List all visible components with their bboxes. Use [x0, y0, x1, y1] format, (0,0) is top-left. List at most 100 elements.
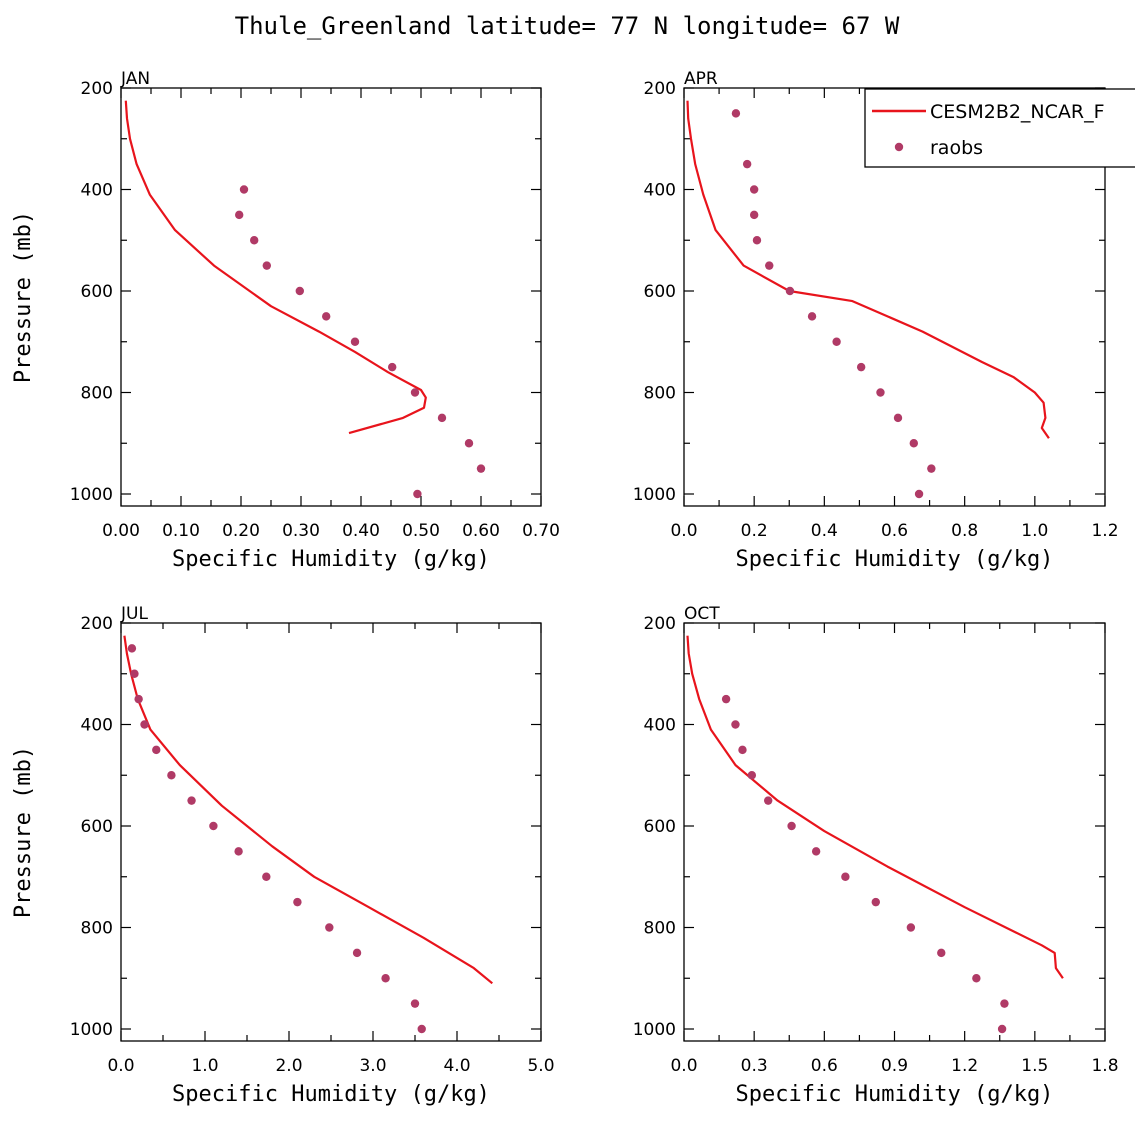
series-line-model	[124, 100, 427, 435]
plot-frame	[683, 622, 1106, 1042]
legend-obs-swatch	[894, 142, 904, 152]
panel-title: APR	[684, 69, 718, 89]
x-tick-label: 0.2	[741, 521, 768, 541]
y-axis-label: Pressure (mb)	[11, 211, 36, 383]
raobs-point	[130, 669, 139, 678]
raobs-point	[235, 210, 244, 220]
x-tick-label: 0.4	[811, 521, 838, 541]
y-tick-label: 600	[644, 282, 676, 302]
x-tick-label: 0.40	[342, 521, 380, 541]
raobs-point	[742, 159, 752, 169]
raobs-point	[785, 286, 795, 296]
raobs-point	[721, 694, 731, 704]
x-tick-label: 1.2	[1091, 521, 1118, 541]
plot-frame	[120, 622, 542, 1042]
x-axis-label: Specific Humidity (g/kg)	[172, 547, 490, 572]
x-tick-label: 0.10	[162, 521, 200, 541]
raobs-point	[832, 337, 841, 346]
raobs-point	[134, 694, 143, 704]
y-tick-label: 800	[81, 919, 113, 939]
raobs-point	[413, 489, 422, 499]
raobs-point	[187, 796, 196, 805]
raobs-point	[927, 464, 936, 473]
x-tick-label: 0.50	[402, 521, 440, 541]
raobs-point	[250, 236, 259, 245]
raobs-point	[167, 771, 176, 780]
raobs-point	[1000, 999, 1009, 1008]
x-tick-label: 0.30	[282, 521, 320, 541]
y-tick-label: 400	[644, 181, 676, 201]
x-tick-label: 0.00	[102, 521, 140, 541]
x-tick-label: 0.6	[881, 521, 908, 541]
raobs-point	[325, 923, 334, 932]
raobs-point	[752, 236, 762, 245]
raobs-point	[841, 872, 850, 881]
panel-title: OCT	[684, 604, 720, 624]
x-tick-label: 0.20	[222, 521, 260, 541]
raobs-point	[893, 413, 903, 423]
raobs-point	[239, 185, 249, 194]
raobs-point	[906, 923, 916, 932]
x-tick-label: 5.0	[527, 1056, 554, 1076]
raobs-point	[410, 999, 420, 1008]
y-tick-label: 400	[81, 181, 113, 201]
raobs-point	[127, 644, 137, 653]
raobs-point	[295, 286, 304, 296]
raobs-point	[388, 362, 397, 372]
x-tick-label: 1.2	[951, 1056, 978, 1076]
raobs-point	[787, 821, 796, 831]
raobs-point	[234, 847, 243, 856]
y-tick-label: 200	[81, 79, 113, 99]
y-tick-label: 1000	[633, 1020, 676, 1040]
y-tick-label: 400	[644, 716, 676, 736]
raobs-point	[262, 872, 271, 881]
raobs-point	[437, 413, 447, 423]
raobs-point	[914, 489, 924, 499]
raobs-point	[997, 1024, 1007, 1034]
raobs-point	[140, 720, 149, 729]
panel-oct: 0.0 0.3 0.6 0.9 1.2 1.5 1.8 200 400 600 800 1000 OCT…	[633, 604, 1119, 1107]
x-tick-label: 1.5	[1021, 1056, 1048, 1076]
raobs-point	[749, 185, 759, 194]
panel-jan: 0.00 0.10 0.20 0.30 0.40 0.50 0.60 0.70 200 400 60…	[11, 69, 560, 572]
panel-jul: 0.0 1.0 2.0 3.0 4.0 5.0 200 400 600 800 1000 JUL Spe…	[11, 604, 555, 1107]
legend-obs-label: raobs	[930, 137, 983, 159]
x-tick-label: 0.0	[670, 1056, 697, 1076]
raobs-point	[871, 897, 880, 907]
legend: CESM2B2_NCAR_F raobs	[864, 88, 1135, 168]
raobs-point	[807, 312, 817, 321]
raobs-point	[476, 464, 486, 473]
raobs-point	[350, 337, 360, 346]
raobs-point	[738, 745, 747, 755]
raobs-point	[262, 261, 271, 270]
x-tick-label: 1.8	[1091, 1056, 1118, 1076]
x-tick-label: 2.0	[275, 1056, 302, 1076]
raobs-point	[209, 821, 218, 831]
y-tick-label: 200	[81, 614, 113, 634]
series-line-model	[123, 635, 493, 985]
x-tick-label: 0.8	[951, 521, 978, 541]
panel-title: JUL	[120, 604, 148, 624]
x-tick-label: 0.0	[670, 521, 697, 541]
y-tick-label: 1000	[633, 485, 676, 505]
raobs-point	[352, 948, 362, 958]
y-axis-label: Pressure (mb)	[11, 746, 36, 918]
x-tick-label: 0.0	[107, 1056, 134, 1076]
raobs-point	[765, 261, 774, 270]
raobs-point	[731, 720, 740, 729]
plot-frame	[120, 87, 542, 507]
y-tick-label: 200	[644, 614, 676, 634]
x-tick-label: 1.0	[1021, 521, 1048, 541]
raobs-point	[972, 974, 981, 983]
x-tick-label: 1.0	[191, 1056, 218, 1076]
y-tick-label: 1000	[70, 485, 113, 505]
y-tick-label: 400	[81, 716, 113, 736]
x-axis-label: Specific Humidity (g/kg)	[172, 1082, 490, 1107]
raobs-point	[322, 312, 331, 321]
figure-title: Thule_Greenland latitude= 77 N longitude…	[235, 12, 900, 40]
y-tick-label: 600	[81, 282, 113, 302]
raobs-point	[747, 771, 757, 780]
x-tick-label: 0.3	[741, 1056, 768, 1076]
y-tick-label: 1000	[70, 1020, 113, 1040]
